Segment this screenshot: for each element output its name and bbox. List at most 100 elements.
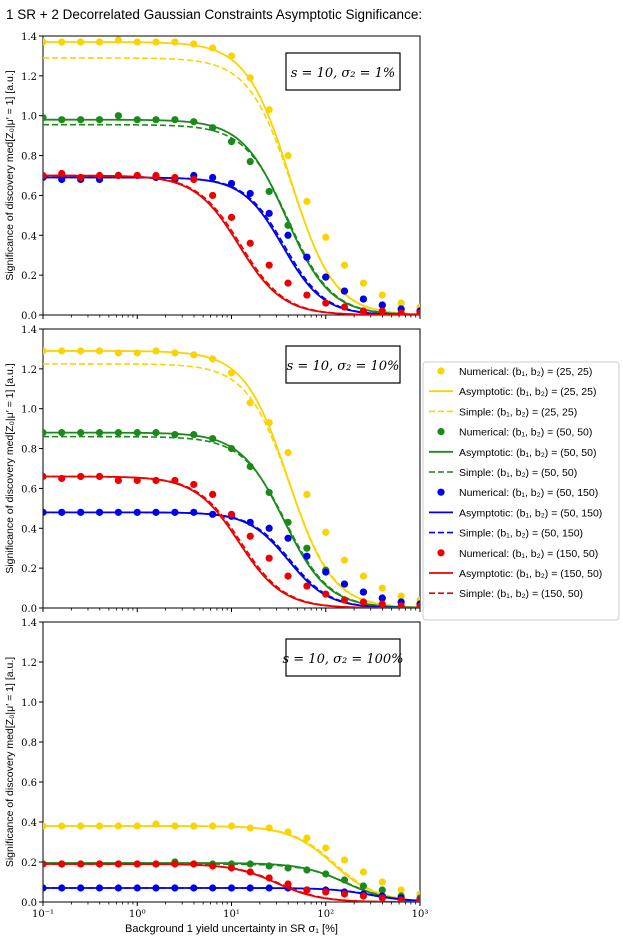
numerical-point-blue <box>246 884 254 892</box>
legend-entry: Simple: (b₁, b₂) = (25, 25) <box>429 406 577 418</box>
y-tick-label: 1.0 <box>21 405 37 416</box>
numerical-point-green <box>58 429 66 437</box>
numerical-point-blue <box>58 175 66 184</box>
numerical-point-red <box>359 598 368 606</box>
legend-label: Simple: (b₁, b₂) = (50, 50) <box>459 467 577 479</box>
y-tick-label: 1.0 <box>21 698 37 709</box>
numerical-point-yellow <box>171 349 179 357</box>
numerical-point-green <box>171 431 179 439</box>
numerical-point-red <box>359 892 368 900</box>
numerical-point-yellow <box>340 856 349 864</box>
numerical-point-blue <box>43 884 47 892</box>
numerical-point-blue <box>190 508 198 516</box>
numerical-point-yellow <box>114 822 123 830</box>
numerical-point-red <box>114 860 123 868</box>
numerical-point-red <box>378 894 386 902</box>
numerical-point-yellow <box>227 369 236 377</box>
numerical-point-yellow <box>95 347 104 355</box>
simple-line-green <box>43 863 420 902</box>
numerical-point-green <box>152 429 160 437</box>
numerical-point-red <box>303 886 311 894</box>
numerical-point-red <box>190 175 198 184</box>
numerical-point-yellow <box>133 349 141 357</box>
numerical-point-red <box>209 490 217 499</box>
numerical-point-blue <box>95 884 104 892</box>
legend-label: Simple: (b₁, b₂) = (25, 25) <box>459 406 577 418</box>
legend-label: Asymptotic: (b₁, b₂) = (50, 150) <box>459 507 602 519</box>
legend-entry: Asymptotic: (b₁, b₂) = (50, 50) <box>429 447 596 459</box>
numerical-point-green <box>284 221 292 229</box>
numerical-point-green <box>284 518 292 526</box>
numerical-point-red <box>416 896 420 902</box>
legend-label: Numerical: (b₁, b₂) = (150, 50) <box>459 548 598 560</box>
annotation-text: s = 10, σ₂ = 100% <box>282 652 403 667</box>
legend-label: Asymptotic: (b₁, b₂) = (50, 50) <box>459 447 596 459</box>
y-tick-label: 0.8 <box>21 152 37 163</box>
numerical-point-yellow <box>227 822 236 830</box>
simple-line-red <box>43 863 420 902</box>
numerical-point-blue <box>58 508 66 516</box>
legend-marker <box>437 549 445 557</box>
numerical-point-red <box>265 554 273 562</box>
simple-line-yellow <box>43 363 420 608</box>
asymptotic-line-yellow <box>43 350 420 608</box>
numerical-point-green <box>209 124 217 132</box>
numerical-point-green <box>58 116 66 124</box>
numerical-point-green <box>114 429 123 437</box>
numerical-point-green <box>227 138 236 146</box>
numerical-point-blue <box>209 510 217 518</box>
legend-label: Asymptotic: (b₁, b₂) = (150, 50) <box>459 568 602 580</box>
numerical-point-yellow <box>58 347 66 355</box>
y-tick-label: 1.2 <box>21 365 37 376</box>
simple-line-red <box>43 174 420 315</box>
numerical-point-yellow <box>359 572 368 580</box>
numerical-point-yellow <box>397 886 405 894</box>
numerical-point-red <box>43 472 47 481</box>
numerical-point-green <box>209 435 217 443</box>
numerical-point-green <box>284 864 292 872</box>
panel-bottom: 0.0 0.2 0.4 0.6 0.8 1.0 1.2 1.4 10⁻¹ 10⁰ 10¹ 10² 10³… <box>4 618 428 935</box>
legend-entry: Numerical: (b₁, b₂) = (50, 150) <box>437 487 598 499</box>
numerical-point-yellow <box>152 38 160 46</box>
numerical-point-red <box>209 191 217 200</box>
annotation-frame <box>285 638 401 677</box>
chart-panels: 0.0 0.2 0.4 0.6 0.8 1.0 1.2 1.4 Significance of … <box>4 32 428 935</box>
numerical-point-red <box>152 860 160 868</box>
numerical-point-red <box>359 307 368 315</box>
y-axis-label: Significance of discovery med[Z₀|μ′ = 1]… <box>4 70 16 280</box>
numerical-point-yellow <box>43 38 47 46</box>
numerical-point-red <box>227 864 236 872</box>
numerical-point-red <box>43 860 47 868</box>
numerical-point-yellow <box>95 822 104 830</box>
numerical-point-green <box>246 157 254 166</box>
y-tick-label: 0.6 <box>21 191 37 202</box>
numerical-point-green <box>190 431 198 439</box>
numerical-point-green <box>95 116 104 124</box>
numerical-point-yellow <box>303 834 311 842</box>
numerical-point-red <box>95 472 104 481</box>
y-tick-label: 1.2 <box>21 658 37 669</box>
simple-line-blue <box>43 176 420 315</box>
annotation-box: s = 10, σ₂ = 10% <box>285 345 401 384</box>
numerical-point-green <box>190 118 198 126</box>
numerical-point-red <box>284 279 292 287</box>
legend-entry: Simple: (b₁, b₂) = (50, 150) <box>429 528 583 540</box>
simple-line-blue <box>43 511 420 608</box>
simple-line-green <box>43 435 420 608</box>
numerical-point-red <box>265 261 273 269</box>
numerical-point-yellow <box>77 822 85 830</box>
numerical-point-blue <box>378 301 386 309</box>
numerical-point-blue <box>340 580 349 588</box>
annotation-frame <box>285 345 401 384</box>
numerical-point-yellow <box>322 233 330 241</box>
numerical-point-yellow <box>378 878 386 886</box>
numerical-point-red <box>397 896 405 902</box>
simple-line-red <box>43 475 420 608</box>
numerical-point-blue <box>227 884 236 892</box>
numerical-point-red <box>303 291 311 299</box>
numerical-point-green <box>303 544 311 552</box>
simple-line-green <box>43 123 420 315</box>
numerical-point-red <box>77 173 85 182</box>
numerical-point-yellow <box>43 822 47 830</box>
